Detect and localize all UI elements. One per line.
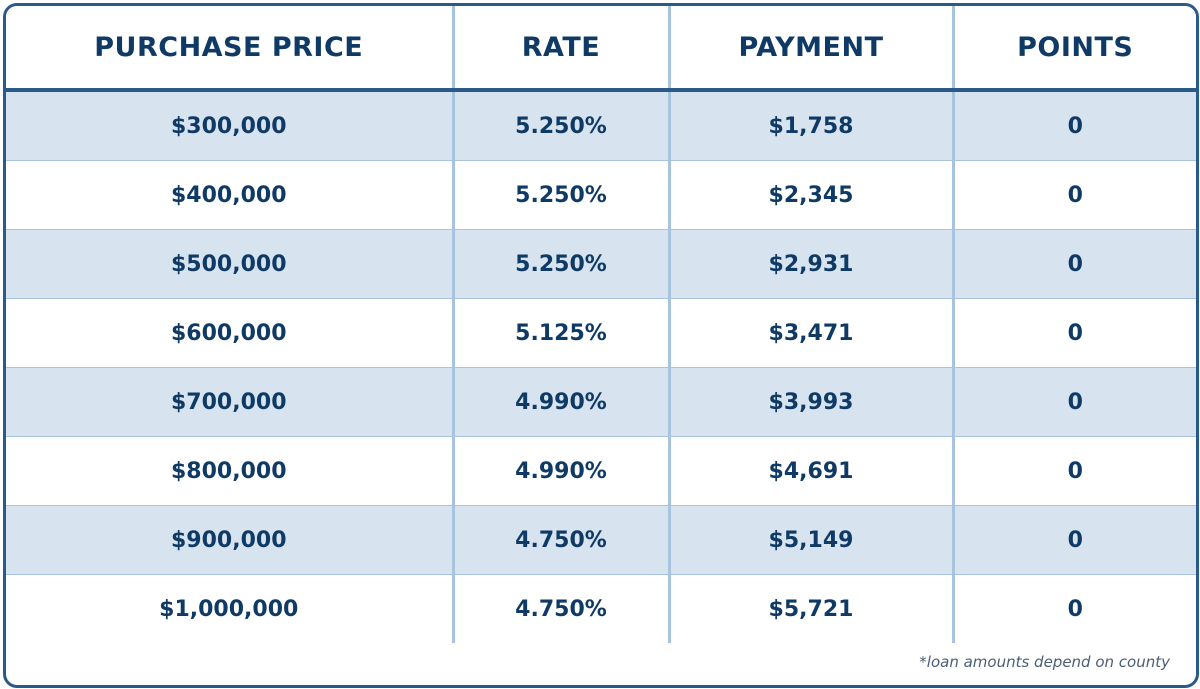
purchase-price-cell: $1,000,000 <box>6 574 453 643</box>
points-cell: 0 <box>951 229 1196 299</box>
purchase-price-cell: $600,000 <box>6 298 453 368</box>
points-cell: 0 <box>951 90 1196 161</box>
table-row: $800,000 4.990% $4,691 0 <box>6 436 1196 506</box>
payment-cell: $5,721 <box>667 574 953 643</box>
column-header-purchase-price: PURCHASE PRICE <box>6 6 453 92</box>
rate-cell: 4.990% <box>451 367 669 437</box>
points-cell: 0 <box>951 436 1196 506</box>
rate-cell: 5.125% <box>451 298 669 368</box>
table-row: $300,000 5.250% $1,758 0 <box>6 90 1196 161</box>
column-header-payment: PAYMENT <box>667 6 953 92</box>
points-cell: 0 <box>951 160 1196 230</box>
footnote: *loan amounts depend on county <box>919 653 1170 671</box>
rate-cell: 5.250% <box>451 160 669 230</box>
column-header-points: POINTS <box>951 6 1196 92</box>
payment-cell: $3,471 <box>667 298 953 368</box>
rate-cell: 4.750% <box>451 505 669 575</box>
table-row: $500,000 5.250% $2,931 0 <box>6 229 1196 299</box>
table-row: $600,000 5.125% $3,471 0 <box>6 298 1196 368</box>
rate-cell: 4.990% <box>451 436 669 506</box>
table-row: $700,000 4.990% $3,993 0 <box>6 367 1196 437</box>
payment-cell: $3,993 <box>667 367 953 437</box>
purchase-price-cell: $500,000 <box>6 229 453 299</box>
table-header-row: PURCHASE PRICE RATE PAYMENT POINTS <box>6 6 1196 92</box>
rate-cell: 5.250% <box>451 90 669 161</box>
payment-cell: $5,149 <box>667 505 953 575</box>
purchase-price-cell: $800,000 <box>6 436 453 506</box>
points-cell: 0 <box>951 505 1196 575</box>
table-row: $900,000 4.750% $5,149 0 <box>6 505 1196 575</box>
purchase-price-cell: $300,000 <box>6 90 453 161</box>
rate-table: PURCHASE PRICE RATE PAYMENT POINTS $300,… <box>6 6 1196 643</box>
points-cell: 0 <box>951 367 1196 437</box>
table-row: $1,000,000 4.750% $5,721 0 <box>6 574 1196 643</box>
payment-cell: $2,931 <box>667 229 953 299</box>
rate-cell: 4.750% <box>451 574 669 643</box>
rate-cell: 5.250% <box>451 229 669 299</box>
purchase-price-cell: $400,000 <box>6 160 453 230</box>
table-row: $400,000 5.250% $2,345 0 <box>6 160 1196 230</box>
purchase-price-cell: $700,000 <box>6 367 453 437</box>
rate-table-card: PURCHASE PRICE RATE PAYMENT POINTS $300,… <box>3 3 1199 688</box>
payment-cell: $2,345 <box>667 160 953 230</box>
points-cell: 0 <box>951 298 1196 368</box>
payment-cell: $4,691 <box>667 436 953 506</box>
points-cell: 0 <box>951 574 1196 643</box>
payment-cell: $1,758 <box>667 90 953 161</box>
column-header-rate: RATE <box>451 6 669 92</box>
purchase-price-cell: $900,000 <box>6 505 453 575</box>
